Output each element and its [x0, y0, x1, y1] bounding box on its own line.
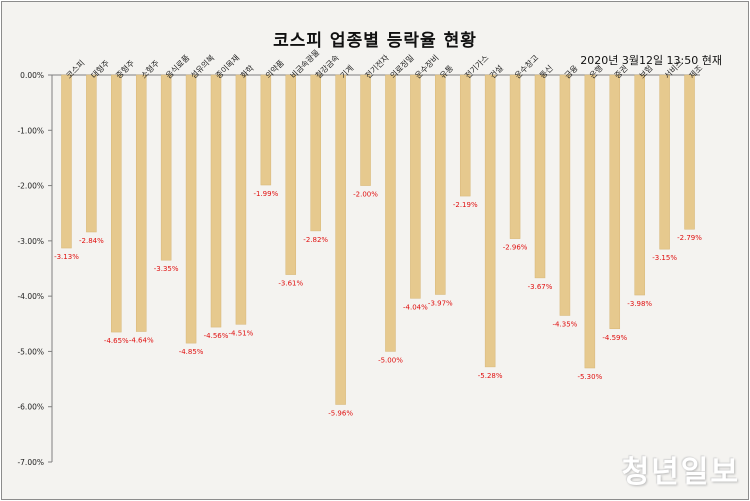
category-label: 중형주 — [114, 58, 136, 80]
data-label: -3.13% — [54, 253, 79, 261]
bar — [235, 74, 247, 325]
y-tick-label: -5.00% — [17, 347, 44, 356]
bar — [634, 74, 645, 296]
bar — [335, 74, 346, 405]
chart-title: 코스피 업종별 등락율 현황 — [273, 31, 477, 51]
data-label: -3.61% — [278, 280, 303, 288]
category-label: 소형주 — [139, 58, 161, 80]
category-label: 코스피 — [65, 58, 87, 80]
bar — [61, 74, 72, 249]
data-label: -4.59% — [602, 334, 627, 342]
category-label: 보험 — [638, 64, 655, 81]
category-label: 서비스 — [663, 58, 685, 80]
bar — [659, 74, 670, 250]
data-labels: -3.13%-2.84%-4.65% -4.64%-3.35%-4.85%-4.5… — [54, 190, 702, 417]
bar — [509, 74, 521, 239]
bar — [111, 74, 122, 333]
bar — [86, 74, 97, 233]
y-tick-label: -4.00% — [17, 292, 44, 301]
data-label: -3.97% — [428, 299, 453, 307]
data-label: -4.04% — [403, 303, 428, 311]
category-label: 통신 — [538, 64, 555, 81]
bar — [185, 74, 197, 344]
bar — [135, 74, 147, 332]
data-label: -4.35% — [553, 320, 578, 328]
bar — [534, 74, 546, 279]
chart-subtitle: 2020년 3월12일 13:50 현재 — [580, 54, 722, 67]
y-tick-label: -7.00% — [17, 458, 44, 467]
bars — [61, 74, 695, 405]
data-label: -2.82% — [303, 236, 328, 244]
data-label: -4.85% — [179, 348, 204, 356]
logo-watermark: 청년일보 — [621, 455, 740, 490]
bar — [160, 74, 172, 261]
data-label: -2.84% — [79, 237, 104, 245]
bar — [459, 74, 471, 197]
data-label: -3.98% — [627, 300, 652, 308]
bar — [310, 74, 321, 232]
bar — [559, 74, 571, 316]
y-tick-label: -3.00% — [17, 237, 44, 246]
y-tick-label: -2.00% — [17, 182, 44, 191]
bar — [210, 74, 222, 328]
bar — [260, 74, 272, 186]
data-label: -4.65% — [104, 337, 129, 345]
y-tick-label: -1.00% — [17, 126, 44, 135]
data-label: -2.19% — [453, 201, 478, 209]
data-label: -4.56% — [204, 332, 229, 340]
bar — [285, 74, 297, 275]
data-label: -1.99% — [253, 190, 278, 198]
data-label: -2.96% — [503, 244, 528, 252]
data-label: -5.28% — [478, 372, 503, 380]
y-axis-ticks: 0.00% -1.00% -2.00% -3.00% -4.00% -5.00% -6.00… — [17, 71, 52, 467]
bar — [435, 74, 446, 295]
y-tick-label: 0.00% — [20, 71, 44, 80]
bar — [609, 74, 621, 330]
data-label: -5.30% — [577, 373, 602, 381]
data-label: -4.51% — [229, 329, 254, 337]
category-label: 제조 — [688, 64, 705, 81]
category-label: 금융 — [563, 64, 580, 81]
category-label: 유통 — [438, 64, 455, 81]
data-label: -5.00% — [378, 356, 403, 364]
data-label: -2.79% — [677, 234, 702, 242]
category-label: 대형주 — [89, 58, 111, 80]
category-label: 의약품 — [263, 58, 286, 81]
bar — [584, 74, 596, 369]
data-label: -3.67% — [528, 283, 553, 291]
data-label: -2.00% — [353, 191, 378, 199]
data-label: -4.64% — [129, 337, 154, 345]
y-tick-label: -6.00% — [17, 403, 44, 412]
data-label: -5.96% — [328, 410, 353, 418]
bar — [410, 74, 421, 299]
bar — [684, 74, 695, 230]
data-label: -3.35% — [154, 265, 179, 273]
data-label: -3.15% — [652, 254, 677, 262]
bar — [484, 74, 496, 368]
bar — [385, 74, 396, 352]
bar — [360, 74, 371, 186]
